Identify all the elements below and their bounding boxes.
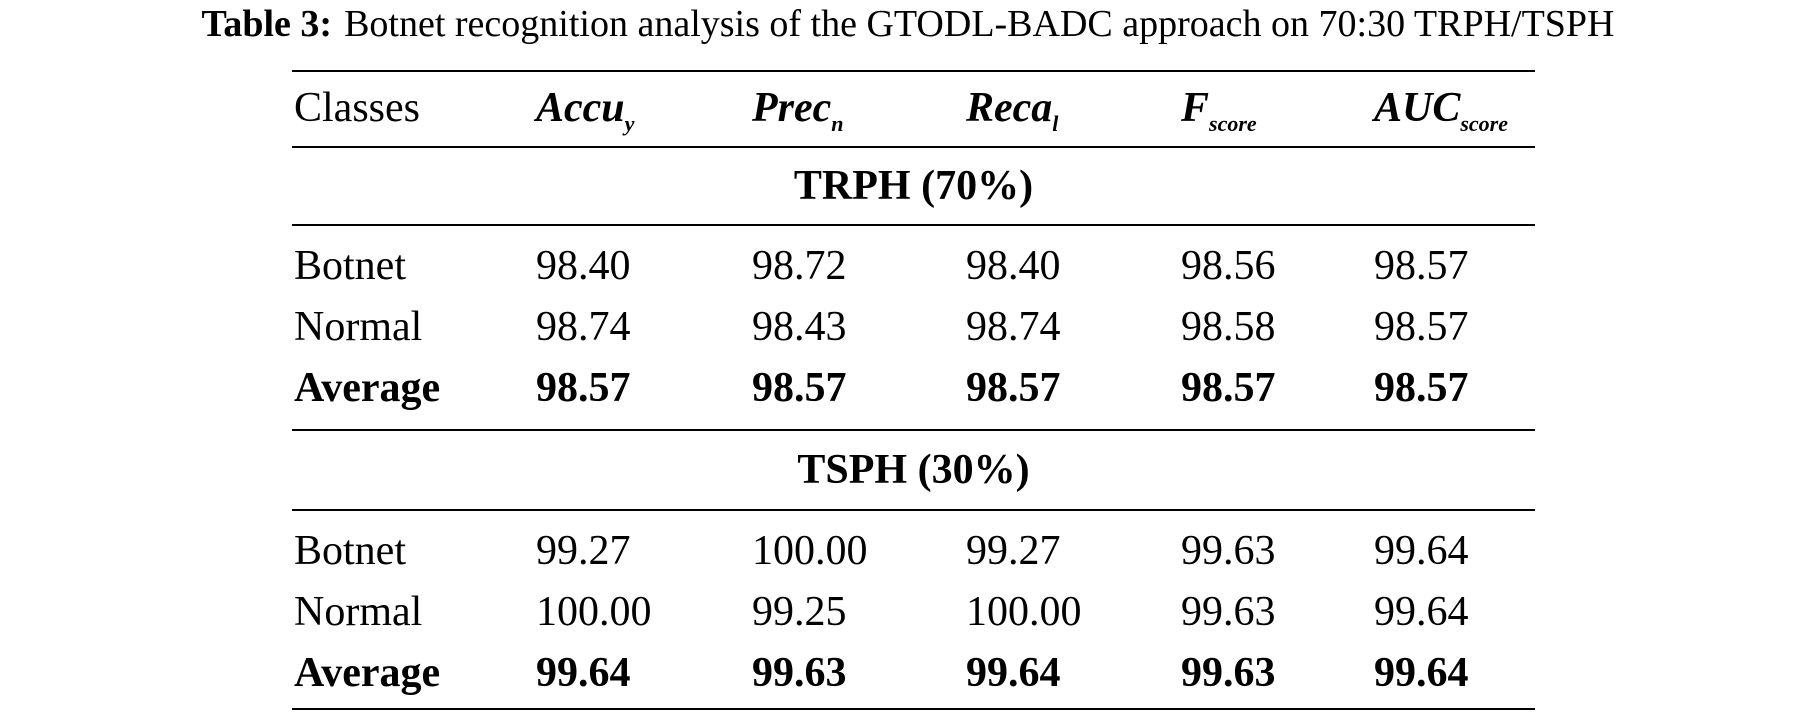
- section-separator-rule: [292, 429, 1535, 431]
- section-2-rule: [292, 509, 1535, 511]
- table-cell-precision: 98.72: [752, 243, 847, 289]
- table-cell-auc: 98.57: [1374, 243, 1469, 289]
- table-row-class-average: Average: [294, 650, 441, 696]
- table-cell-accuracy: 98.57: [536, 365, 631, 411]
- section-title-tsph: TSPH (30%): [797, 447, 1030, 493]
- table-cell-recall: 100.00: [966, 589, 1082, 635]
- header-auc: AUCscore: [1374, 85, 1509, 136]
- table-row-class: Normal: [294, 304, 423, 350]
- table-row-class-average: Average: [294, 365, 441, 411]
- header-classes: Classes: [294, 85, 420, 131]
- section-title-trph: TRPH (70%): [793, 163, 1034, 209]
- table-bottom-rule: [292, 708, 1535, 710]
- table-cell-fscore: 99.63: [1181, 528, 1276, 574]
- table-caption: Table 3: Botnet recognition analysis of t…: [0, 2, 1816, 46]
- table-row-class: Botnet: [294, 243, 406, 289]
- table-cell-fscore: 98.56: [1181, 243, 1276, 289]
- table-top-rule: [292, 70, 1535, 72]
- table-cell-recall: 98.40: [966, 243, 1061, 289]
- header-precision: Precn: [752, 85, 844, 136]
- table-cell-precision: 99.25: [752, 589, 847, 635]
- table-cell-fscore: 98.58: [1181, 304, 1276, 350]
- table-cell-accuracy: 98.40: [536, 243, 631, 289]
- table-cell-precision: 99.63: [752, 650, 847, 696]
- table-cell-recall: 99.64: [966, 650, 1061, 696]
- table-cell-recall: 99.27: [966, 528, 1061, 574]
- table-cell-recall: 98.57: [966, 365, 1061, 411]
- table-cell-fscore: 99.63: [1181, 650, 1276, 696]
- table-caption-label: Table 3:: [201, 3, 333, 45]
- table-cell-auc: 98.57: [1374, 304, 1469, 350]
- header-accuracy: Accuy: [536, 85, 635, 136]
- table-cell-fscore: 99.63: [1181, 589, 1276, 635]
- table-cell-auc: 99.64: [1374, 650, 1469, 696]
- table-cell-recall: 98.74: [966, 304, 1061, 350]
- table-row-class: Botnet: [294, 528, 406, 574]
- table-cell-accuracy: 99.64: [536, 650, 631, 696]
- section-1-rule: [292, 224, 1535, 226]
- header-recall: Recal: [966, 85, 1059, 136]
- table-cell-accuracy: 98.74: [536, 304, 631, 350]
- table-cell-accuracy: 99.27: [536, 528, 631, 574]
- table-cell-auc: 98.57: [1374, 365, 1469, 411]
- header-rule: [292, 146, 1535, 148]
- table-cell-precision: 98.57: [752, 365, 847, 411]
- table-cell-fscore: 98.57: [1181, 365, 1276, 411]
- table-cell-accuracy: 100.00: [536, 589, 652, 635]
- table-cell-auc: 99.64: [1374, 589, 1469, 635]
- table-cell-auc: 99.64: [1374, 528, 1469, 574]
- table-cell-precision: 100.00: [752, 528, 868, 574]
- table-row-class: Normal: [294, 589, 423, 635]
- table-cell-precision: 98.43: [752, 304, 847, 350]
- header-fscore: Fscore: [1181, 85, 1257, 136]
- table-caption-text: Botnet recognition analysis of the GTODL…: [344, 3, 1615, 45]
